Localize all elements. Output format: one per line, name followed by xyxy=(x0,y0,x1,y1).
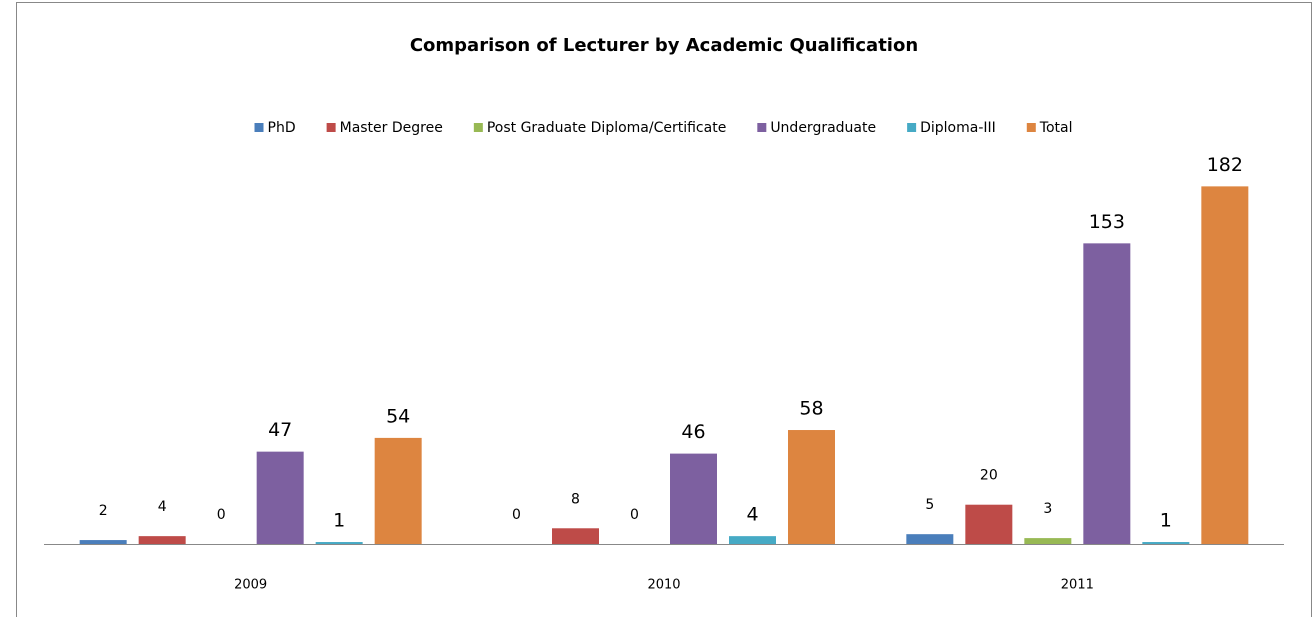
data-label: 0 xyxy=(512,507,521,523)
data-label: 5 xyxy=(925,497,934,513)
data-label: 1 xyxy=(1160,510,1172,532)
data-label: 3 xyxy=(1043,501,1052,517)
data-label: 54 xyxy=(386,405,410,427)
bar xyxy=(1201,186,1249,544)
data-label: 153 xyxy=(1089,211,1125,233)
data-label: 4 xyxy=(746,504,758,526)
legend-swatch xyxy=(326,123,336,132)
bar xyxy=(1142,542,1190,544)
bar xyxy=(256,451,304,544)
bar xyxy=(315,542,363,544)
data-label: 58 xyxy=(799,398,823,420)
data-label: 1 xyxy=(333,510,345,532)
data-label: 46 xyxy=(681,421,705,443)
data-label: 47 xyxy=(268,419,292,441)
data-label: 2 xyxy=(99,503,108,519)
legend-swatch xyxy=(907,123,917,132)
bar xyxy=(138,536,186,544)
bar xyxy=(1083,243,1131,545)
bar xyxy=(552,528,599,544)
legend-swatch xyxy=(254,123,264,132)
data-label: 8 xyxy=(571,491,580,507)
bar xyxy=(374,437,422,544)
legend-label: Undergraduate xyxy=(770,120,876,136)
chart-title: Comparison of Lecturer by Academic Quali… xyxy=(410,35,918,56)
bar xyxy=(788,430,835,544)
bar xyxy=(729,536,776,544)
bar xyxy=(965,504,1013,544)
legend-label: Total xyxy=(1039,120,1073,136)
data-label: 4 xyxy=(158,499,167,515)
data-label: 0 xyxy=(630,507,639,523)
x-tick-label: 2011 xyxy=(1061,578,1094,593)
x-tick-label: 2009 xyxy=(234,578,267,593)
data-label: 20 xyxy=(980,468,998,484)
legend-label: PhD xyxy=(268,120,296,136)
bar xyxy=(79,540,127,544)
x-tick-label: 2010 xyxy=(647,578,680,593)
bar xyxy=(670,453,717,544)
data-label: 182 xyxy=(1207,154,1243,176)
legend-label: Diploma-III xyxy=(920,120,996,136)
legend-label: Master Degree xyxy=(340,120,443,136)
legend-swatch xyxy=(473,123,483,132)
bar xyxy=(1024,538,1072,544)
legend-swatch xyxy=(757,123,767,132)
bar xyxy=(906,534,954,544)
legend-label: Post Graduate Diploma/Certificate xyxy=(487,120,726,136)
legend-swatch xyxy=(1026,123,1036,132)
data-label: 0 xyxy=(217,507,226,523)
